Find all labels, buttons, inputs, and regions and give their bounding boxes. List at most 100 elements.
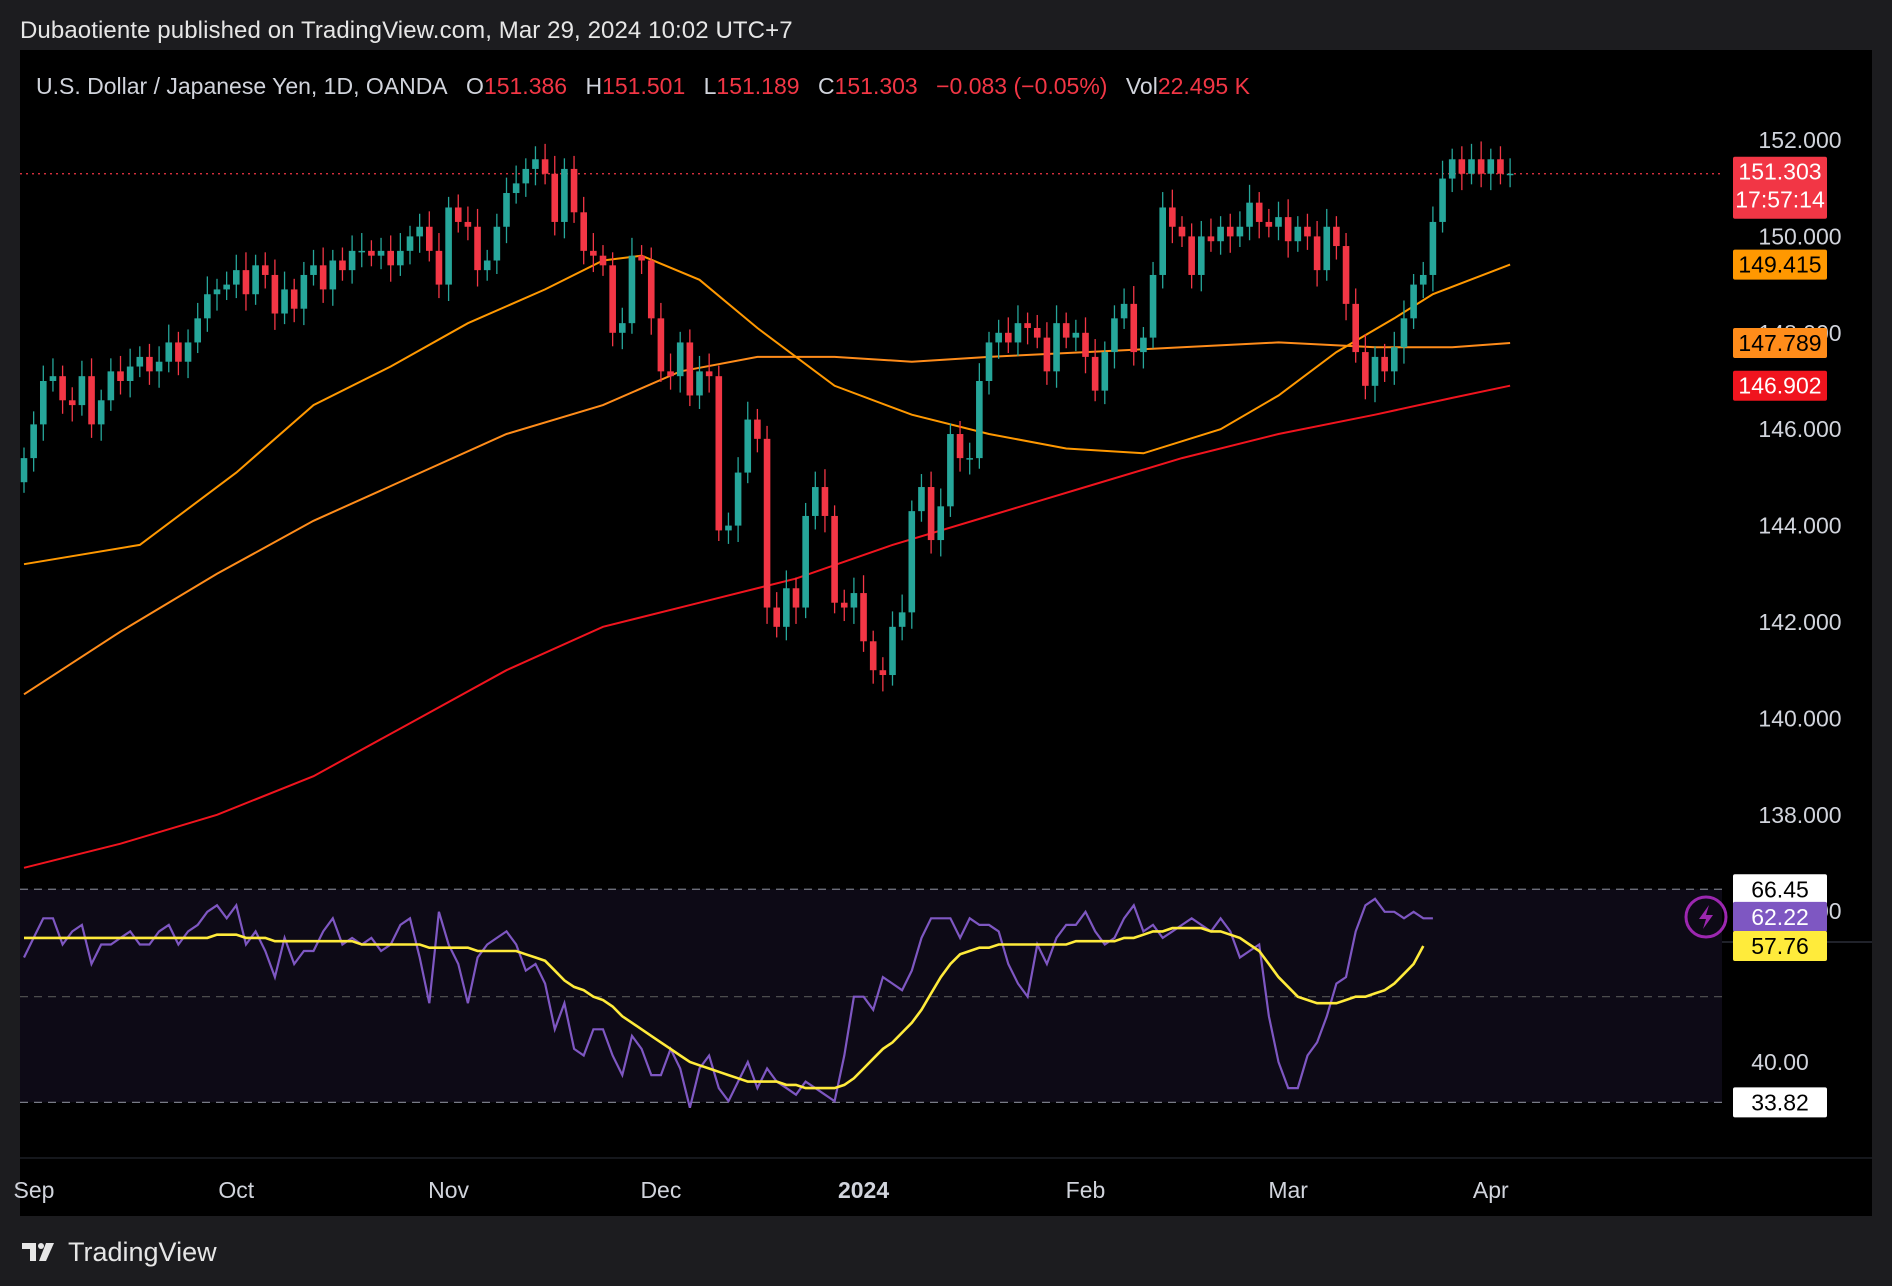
price-tick-label: 150.000 — [1758, 223, 1841, 249]
candle-body — [580, 212, 587, 251]
candle-body — [937, 506, 945, 541]
candle — [252, 254, 259, 305]
candle — [1033, 314, 1041, 349]
candle — [1005, 317, 1012, 354]
candle — [213, 278, 221, 311]
candle-body — [773, 607, 780, 627]
candle-body — [976, 381, 983, 459]
candle-body — [1352, 303, 1359, 353]
candle-body — [609, 265, 616, 333]
last-price-badge-bg — [1733, 156, 1827, 219]
footer-brand[interactable]: TradingView — [20, 1234, 217, 1270]
candle — [1053, 305, 1060, 388]
candle-body — [20, 458, 28, 483]
candle-body — [1304, 226, 1311, 237]
candle-body — [406, 236, 414, 251]
ma-long-badge-bg — [1733, 370, 1827, 401]
candle — [985, 331, 993, 395]
candle — [850, 577, 858, 624]
candle — [532, 146, 539, 186]
candle — [319, 247, 327, 303]
candle — [339, 247, 346, 281]
rsi-pane — [20, 889, 1872, 1103]
lightning-bolt-icon[interactable] — [1684, 895, 1728, 939]
candle — [580, 196, 587, 265]
candle-body — [995, 332, 1002, 343]
candle — [1091, 339, 1099, 402]
candle-body — [1497, 159, 1504, 174]
candle — [927, 471, 935, 554]
rsi-upper-level-badge: 66.45 — [1733, 874, 1827, 905]
candle — [1410, 273, 1417, 329]
candle — [802, 502, 809, 619]
candle — [175, 331, 182, 376]
candle — [1207, 218, 1215, 252]
candle — [1101, 341, 1109, 405]
candle — [763, 425, 771, 624]
candle — [667, 353, 674, 390]
candle — [966, 442, 973, 475]
rsi-tick-label: 40.00 — [1751, 1049, 1809, 1075]
candle — [908, 500, 916, 629]
candle — [541, 143, 549, 185]
candle — [184, 329, 192, 379]
candle-body — [1294, 226, 1302, 242]
candle-body — [165, 342, 173, 362]
candle — [1149, 261, 1157, 349]
candle-body — [850, 593, 858, 608]
candle — [416, 213, 423, 253]
candle — [831, 505, 838, 614]
ma-short-badge: 149.415 — [1733, 249, 1827, 280]
candle-body — [503, 193, 510, 227]
candle-body — [464, 221, 472, 227]
candle — [551, 155, 559, 236]
candle-body — [59, 376, 66, 401]
candle-body — [1043, 337, 1051, 372]
time-axis[interactable]: Sep Oct Nov Dec 2024 Feb Mar Apr — [14, 1157, 1872, 1203]
candle — [947, 423, 954, 517]
candle — [1419, 261, 1427, 299]
ma-mid-badge: 147.789 — [1733, 327, 1827, 358]
candle-body — [763, 438, 771, 608]
candle — [1120, 288, 1128, 329]
candle — [754, 408, 761, 453]
candle-body — [30, 424, 37, 459]
candle — [88, 358, 95, 438]
candle — [783, 570, 790, 641]
candle — [59, 365, 66, 414]
candle — [194, 302, 201, 354]
candle-body — [88, 376, 95, 425]
candle-body — [831, 515, 838, 603]
candle — [1169, 189, 1176, 244]
candle — [889, 611, 896, 686]
candle-body — [599, 255, 607, 266]
time-tick-label: Apr — [1473, 1177, 1509, 1203]
candle — [773, 592, 780, 638]
candle-body — [290, 289, 298, 309]
candle-body — [1217, 226, 1224, 242]
candle-body — [1429, 221, 1437, 275]
candle — [107, 358, 115, 411]
candle — [705, 353, 713, 393]
candle — [619, 307, 626, 350]
high-label: H — [585, 73, 603, 99]
candle — [474, 208, 481, 287]
candle — [20, 447, 28, 493]
candle — [522, 158, 530, 197]
candle — [261, 252, 269, 289]
candle-body — [252, 265, 259, 295]
candle — [1497, 146, 1504, 185]
candle-body — [927, 487, 935, 541]
rsi-upper-level-badge-text: 66.45 — [1751, 876, 1809, 902]
price-tick-label: 144.000 — [1758, 513, 1841, 539]
symbol-name[interactable]: U.S. Dollar / Japanese Yen, 1D, OANDA — [36, 73, 448, 99]
candles — [20, 141, 1514, 692]
price-axis[interactable]: 152.000 150.000 146.000 144.000 142.000 140.0… — [1751, 127, 1841, 1075]
candle-body — [1236, 226, 1244, 237]
candle — [725, 512, 732, 544]
close-label: C — [817, 73, 835, 99]
candle — [734, 457, 742, 542]
candle-body — [281, 289, 288, 314]
ma-mid-badge-bg — [1733, 327, 1827, 358]
